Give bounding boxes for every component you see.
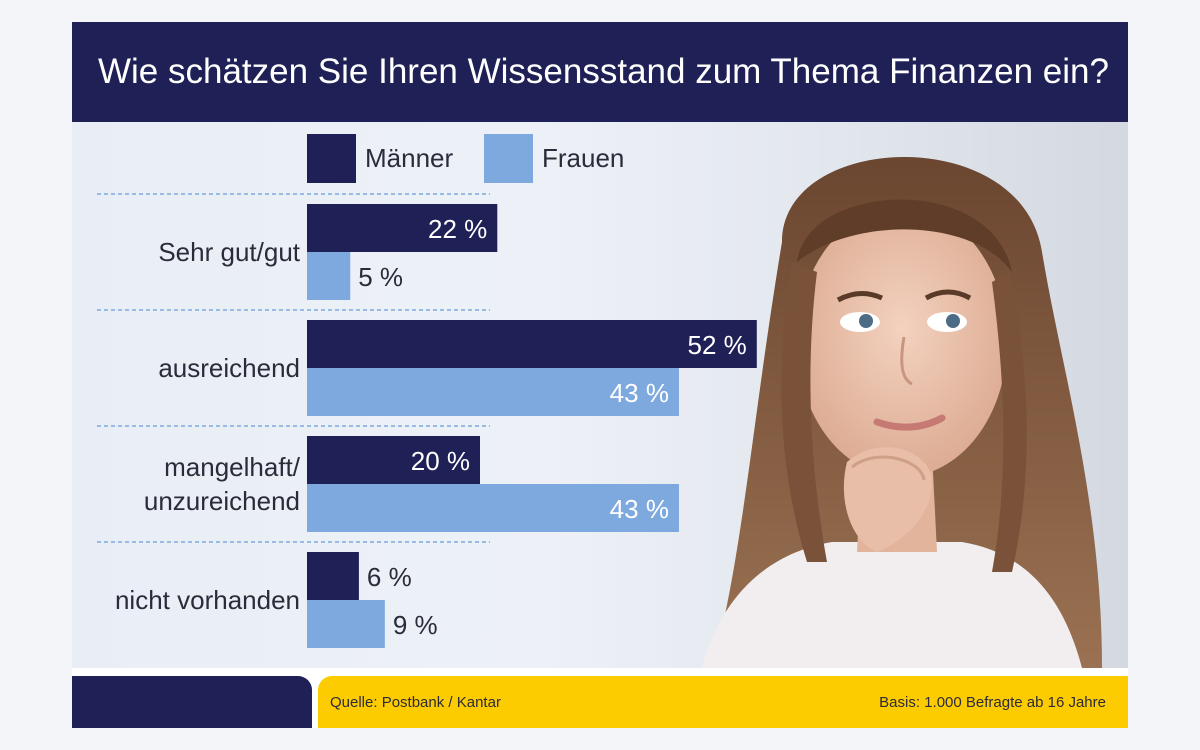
category-label: unzureichend bbox=[144, 486, 300, 516]
infographic-card: Wie schätzen Sie Ihren Wissensstand zum … bbox=[72, 22, 1128, 728]
legend-label-maenner: Männer bbox=[365, 143, 453, 173]
data-label: 22 % bbox=[428, 214, 487, 244]
legend-label-frauen: Frauen bbox=[542, 143, 624, 173]
data-label: 6 % bbox=[367, 562, 412, 592]
source-text: Quelle: Postbank / Kantar bbox=[330, 693, 501, 711]
header-bar: Wie schätzen Sie Ihren Wissensstand zum … bbox=[72, 22, 1128, 122]
footer-accent-block bbox=[72, 676, 312, 728]
basis-text: Basis: 1.000 Befragte ab 16 Jahre bbox=[879, 693, 1106, 711]
legend-swatch-frauen bbox=[484, 134, 533, 183]
data-label: 52 % bbox=[688, 330, 747, 360]
data-label: 43 % bbox=[610, 494, 669, 524]
category-label: ausreichend bbox=[158, 353, 300, 383]
bar-chart: Männer Frauen Sehr gut/gut 22 % 5 % ausreiche… bbox=[97, 134, 757, 648]
bar-frauen bbox=[307, 600, 385, 648]
category-label: Sehr gut/gut bbox=[158, 237, 300, 267]
bar-maenner bbox=[307, 552, 359, 600]
bar-maenner bbox=[307, 204, 498, 252]
chart-title: Wie schätzen Sie Ihren Wissensstand zum … bbox=[98, 52, 1109, 91]
bar-frauen bbox=[307, 484, 679, 532]
legend-swatch-maenner bbox=[307, 134, 356, 183]
chart-panel: Männer Frauen Sehr gut/gut 22 % 5 % ausreiche… bbox=[72, 122, 1128, 668]
data-label: 5 % bbox=[358, 262, 403, 292]
data-label: 43 % bbox=[610, 378, 669, 408]
bar-frauen bbox=[307, 368, 679, 416]
bar-frauen bbox=[307, 252, 351, 300]
woman-thinking-photo bbox=[702, 157, 1102, 668]
category-label: nicht vorhanden bbox=[115, 585, 300, 615]
bar-maenner bbox=[307, 320, 757, 368]
data-label: 20 % bbox=[411, 446, 470, 476]
footer-bar: Quelle: Postbank / Kantar Basis: 1.000 B… bbox=[318, 676, 1128, 728]
category-label: mangelhaft/ bbox=[164, 452, 301, 482]
bar-maenner bbox=[307, 436, 480, 484]
data-label: 9 % bbox=[393, 610, 438, 640]
